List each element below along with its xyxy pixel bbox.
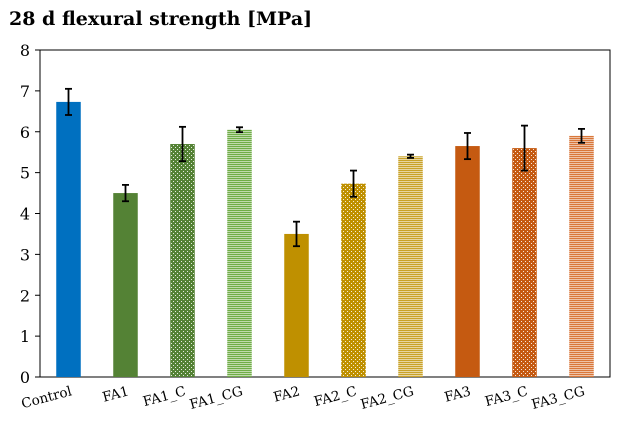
error-bar-fa1: [122, 183, 129, 203]
y-axis: 0 1 2 3 4 5 6 7 8: [20, 41, 611, 387]
bar-control: [56, 101, 81, 377]
y-tick-label: 0: [20, 368, 30, 387]
bar-fa1: [113, 193, 138, 377]
y-tick-label: 3: [20, 245, 30, 264]
y-tick-label: 1: [20, 327, 30, 346]
y-tick-label: 7: [20, 82, 30, 101]
error-bars: [65, 87, 585, 248]
bar-fa3: [455, 146, 480, 377]
error-bar-fa3-cg: [578, 127, 585, 144]
x-tick-label-fa3-c: FA3_C: [483, 383, 529, 410]
bar-fa2-c: [341, 183, 366, 377]
error-bar-fa2-cg: [407, 153, 414, 159]
x-tick-label-control: Control: [20, 383, 74, 412]
bars: [56, 101, 594, 377]
x-tick-label-fa1: FA1: [101, 383, 131, 405]
error-bar-fa2-c: [350, 169, 357, 198]
bar-fa1-cg: [227, 129, 252, 377]
bar-fa3-c: [512, 148, 537, 377]
bar-fa2: [284, 233, 309, 377]
x-tick-label-fa3: FA3: [443, 383, 473, 405]
x-axis: Control FA1 FA1_C FA1_CG FA2 FA2_C FA2_CG FA3 FA…: [20, 383, 587, 413]
chart-title: 28 d flexural strength [MPa]: [9, 8, 313, 30]
x-tick-label-fa2-c: FA2_C: [312, 383, 358, 410]
error-bar-fa2: [293, 220, 300, 248]
bar-fa2-cg: [398, 156, 423, 377]
x-tick-label-fa2-cg: FA2_CG: [359, 383, 416, 413]
y-tick-label: 4: [20, 205, 30, 224]
error-bar-fa1-cg: [236, 126, 243, 134]
x-tick-label-fa3-cg: FA3_CG: [530, 383, 587, 413]
y-tick-label: 5: [20, 164, 30, 183]
x-tick-label-fa1-c: FA1_C: [141, 383, 187, 410]
x-tick-label-fa1-cg: FA1_CG: [188, 383, 245, 413]
bar-fa3-cg: [569, 135, 594, 377]
bar-fa1-c: [170, 144, 195, 377]
error-bar-control: [65, 87, 72, 116]
error-bar-fa3-c: [521, 124, 528, 172]
y-tick-label: 6: [20, 123, 30, 142]
y-tick-label: 2: [20, 286, 30, 305]
error-bar-fa1-c: [179, 125, 186, 163]
x-tick-label-fa2: FA2: [272, 383, 302, 405]
error-bar-fa3: [464, 132, 471, 161]
y-tick-label: 8: [20, 41, 30, 60]
